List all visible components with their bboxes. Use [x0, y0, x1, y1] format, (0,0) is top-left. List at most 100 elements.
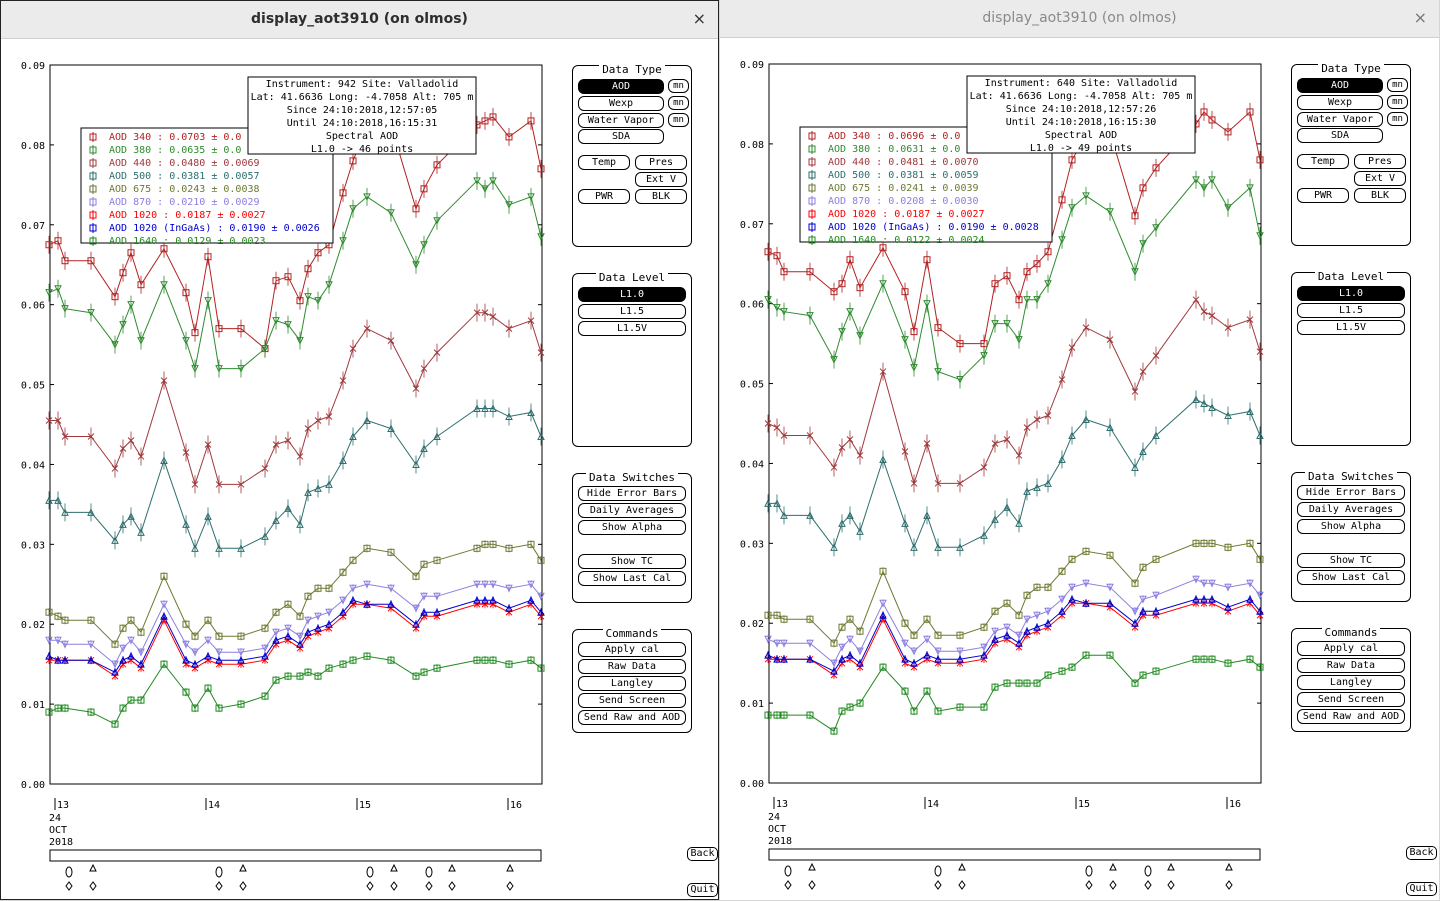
level-l15v-button[interactable]: L1.5V	[578, 321, 686, 336]
time-scrollbar[interactable]	[768, 848, 1261, 861]
langley-button[interactable]: Langley	[578, 676, 686, 691]
blk-button[interactable]: BLK	[635, 189, 687, 204]
event-marker	[448, 863, 456, 872]
sda-button[interactable]: SDA	[1297, 128, 1383, 143]
close-icon[interactable]: ×	[692, 9, 706, 28]
data-point	[1044, 274, 1052, 293]
aod-button[interactable]: AOD	[1297, 78, 1383, 93]
square-marker	[191, 329, 199, 337]
data-point	[1152, 591, 1160, 600]
quit-button[interactable]: Quit	[1406, 882, 1437, 896]
data-point	[1082, 599, 1090, 608]
send-screen-button[interactable]: Send Screen	[1297, 692, 1405, 707]
wexp-mn-button[interactable]: mn	[668, 96, 689, 110]
data-point	[856, 647, 864, 656]
data-point	[339, 371, 347, 390]
info-line: L1.0 -> 49 points	[1030, 143, 1132, 154]
x-marker	[160, 377, 168, 384]
square-marker	[980, 703, 988, 711]
show-tc-button[interactable]: Show TC	[1297, 553, 1405, 568]
panel-title-text: Data Level	[1314, 270, 1388, 283]
wexp-button[interactable]: Wexp	[1297, 95, 1383, 110]
show-last-cal-button[interactable]: Show Last Cal	[578, 571, 686, 586]
quit-button[interactable]: Quit	[687, 883, 718, 897]
level-l15-button[interactable]: L1.5	[1297, 303, 1405, 318]
triangle-down-marker	[980, 643, 988, 652]
data-point	[296, 632, 304, 641]
data-point	[54, 411, 62, 430]
hide-error-bars-button[interactable]: Hide Error Bars	[1297, 485, 1405, 500]
daily-averages-button[interactable]: Daily Averages	[1297, 502, 1405, 517]
apply-cal-button[interactable]: Apply cal	[1297, 641, 1405, 656]
water-vapor-mn-button[interactable]: mn	[668, 113, 689, 127]
level-l15-button[interactable]: L1.5	[578, 304, 686, 319]
data-point	[54, 279, 62, 298]
show-alpha-button[interactable]: Show Alpha	[1297, 519, 1405, 534]
level-l10-button[interactable]: L1.0	[578, 287, 686, 302]
close-icon[interactable]: ×	[1413, 8, 1427, 27]
data-point	[1106, 651, 1114, 660]
aod-mn-button[interactable]: mn	[1387, 78, 1408, 92]
send-raw-and-aod-button[interactable]: Send Raw and AOD	[578, 710, 686, 725]
water-vapor-button[interactable]: Water Vapor	[1297, 112, 1383, 127]
triangle-marker	[956, 655, 964, 663]
send-raw-and-aod-button[interactable]: Send Raw and AOD	[1297, 709, 1405, 724]
square-marker	[1131, 679, 1139, 687]
pwr-button[interactable]: PWR	[578, 189, 630, 204]
back-button[interactable]: Back	[687, 847, 718, 861]
aod-mn-button[interactable]: mn	[668, 79, 689, 93]
data-point	[923, 651, 931, 660]
square-marker	[284, 600, 292, 608]
temp-button[interactable]: Temp	[1297, 154, 1349, 169]
back-button[interactable]: Back	[1406, 846, 1437, 860]
data-point	[363, 580, 371, 589]
square-marker	[901, 288, 909, 296]
time-scrollbar[interactable]	[49, 849, 542, 862]
wexp-button[interactable]: Wexp	[578, 96, 664, 111]
show-alpha-button[interactable]: Show Alpha	[578, 520, 686, 535]
raw-data-button[interactable]: Raw Data	[578, 659, 686, 674]
x-marker	[527, 317, 535, 324]
triangle-down-marker	[537, 592, 545, 601]
triangle-marker	[1131, 619, 1139, 627]
ext-v-button[interactable]: Ext V	[635, 172, 687, 187]
triangle-marker	[1131, 463, 1139, 471]
ext-v-button[interactable]: Ext V	[1354, 171, 1406, 186]
daily-averages-button[interactable]: Daily Averages	[578, 503, 686, 518]
pres-button[interactable]: Pres	[1354, 154, 1406, 169]
show-last-cal-button[interactable]: Show Last Cal	[1297, 570, 1405, 585]
square-marker	[137, 281, 145, 289]
square-marker	[1139, 671, 1147, 679]
pres-button[interactable]: Pres	[635, 155, 687, 170]
water-vapor-mn-button[interactable]: mn	[1387, 112, 1408, 126]
x-tick-label: 13	[57, 800, 69, 811]
show-tc-button[interactable]: Show TC	[578, 554, 686, 569]
triangle-marker	[806, 511, 814, 519]
x-marker	[481, 309, 489, 317]
apply-cal-button[interactable]: Apply cal	[578, 642, 686, 657]
temp-button[interactable]: Temp	[578, 155, 630, 170]
data-point	[304, 628, 312, 637]
aod-button[interactable]: AOD	[578, 79, 664, 94]
triangle-down-marker	[1208, 176, 1216, 184]
square-marker	[160, 660, 168, 668]
pwr-button[interactable]: PWR	[1297, 188, 1349, 203]
square-marker	[910, 707, 918, 715]
data-point	[261, 652, 269, 661]
sda-button[interactable]: SDA	[578, 129, 664, 144]
blk-button[interactable]: BLK	[1354, 188, 1406, 203]
raw-data-button[interactable]: Raw Data	[1297, 658, 1405, 673]
triangle-down-marker	[204, 297, 212, 305]
data-point	[284, 431, 292, 450]
level-l10-button[interactable]: L1.0	[1297, 286, 1405, 301]
langley-button[interactable]: Langley	[1297, 675, 1405, 690]
data-point	[1003, 623, 1011, 632]
level-l15v-button[interactable]: L1.5V	[1297, 320, 1405, 335]
window-left: display_aot3910 (on olmos) × 0.00 0.01 0.0…	[0, 0, 719, 900]
triangle-down-marker	[412, 604, 420, 613]
hide-error-bars-button[interactable]: Hide Error Bars	[578, 486, 686, 501]
send-screen-button[interactable]: Send Screen	[578, 693, 686, 708]
wexp-mn-button[interactable]: mn	[1387, 95, 1408, 109]
data-point	[1023, 627, 1031, 636]
water-vapor-button[interactable]: Water Vapor	[578, 113, 664, 128]
